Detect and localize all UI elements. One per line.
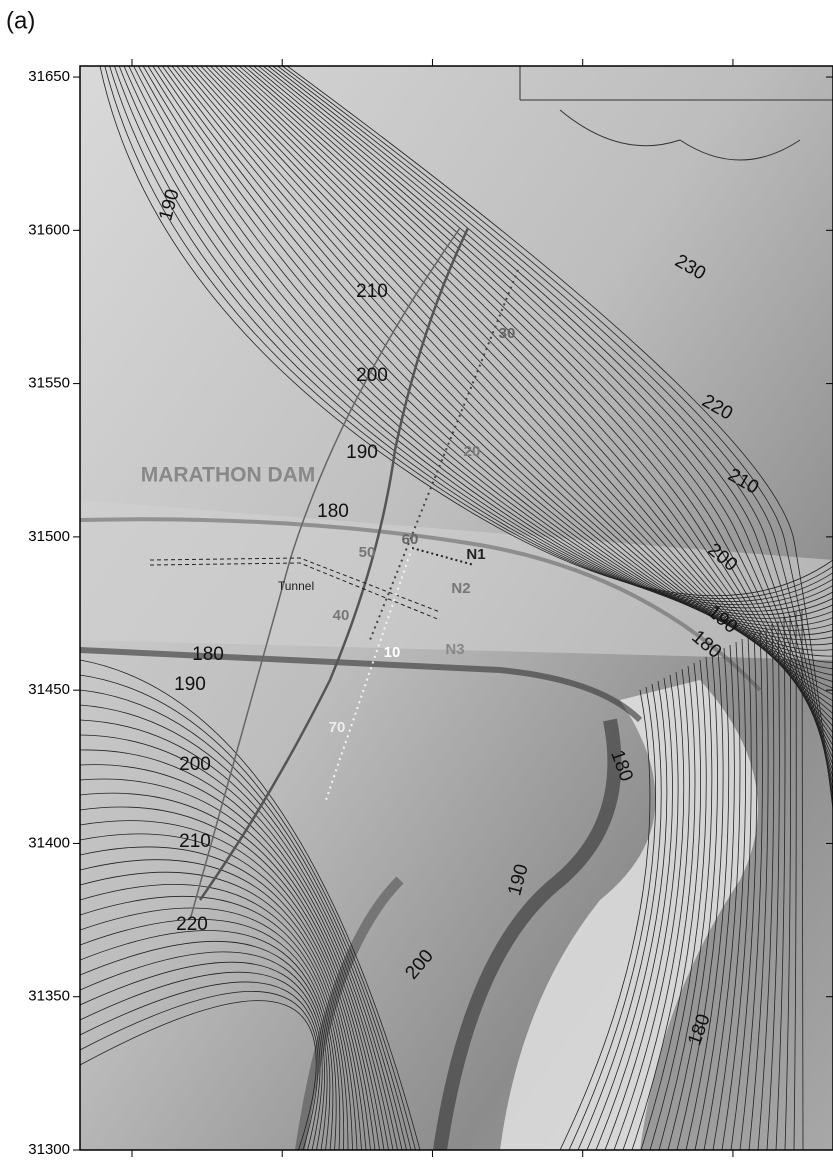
profile-label: 50 [359, 544, 376, 561]
profile-label: 70 [329, 719, 346, 736]
profile-label: 30 [499, 325, 516, 342]
y-tick-label: 31300 [28, 1141, 70, 1158]
contour-label: 190 [174, 674, 206, 695]
profile-label: 20 [464, 443, 481, 460]
profile-label: 40 [333, 607, 350, 624]
contour-label: 210 [356, 281, 388, 302]
profile-label: 10 [384, 644, 401, 661]
contour-label: 180 [317, 501, 349, 522]
contour-label: 190 [346, 442, 378, 463]
map-figure: (a) 264002645026500265502660031300313503… [0, 0, 833, 1158]
contour-label: 210 [179, 831, 211, 852]
tunnel-label: Tunnel [278, 579, 314, 593]
contour-label: 200 [356, 365, 388, 386]
station-label: N3 [445, 641, 464, 658]
page: (a) 264002645026500265502660031300313503… [0, 0, 833, 1158]
y-tick-label: 31450 [28, 681, 70, 698]
dam-label: MARATHON DAM [141, 464, 316, 487]
y-tick-label: 31650 [28, 68, 70, 85]
station-label: N2 [451, 580, 470, 597]
y-tick-label: 31400 [28, 834, 70, 851]
contour-label: 200 [179, 754, 211, 775]
panel-label: (a) [6, 7, 35, 34]
profile-label: 60 [402, 531, 419, 548]
y-tick-label: 31550 [28, 375, 70, 392]
y-tick-label: 31600 [28, 221, 70, 238]
station-label: N1 [466, 546, 485, 563]
y-tick-label: 31350 [28, 988, 70, 1005]
contour-label: 180 [192, 644, 224, 665]
y-tick-label: 31500 [28, 528, 70, 545]
contour-label: 220 [176, 914, 208, 935]
